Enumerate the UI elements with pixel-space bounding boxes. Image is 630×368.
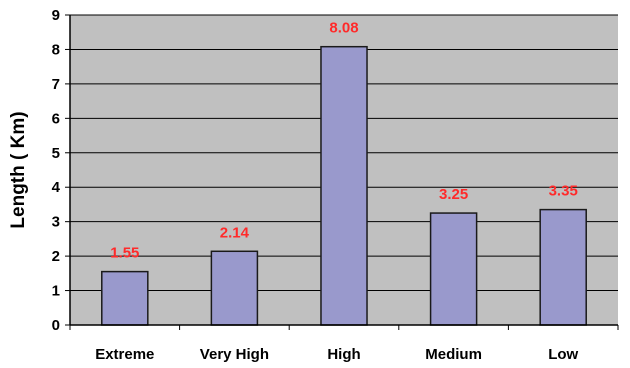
data-label: 2.14 xyxy=(220,224,250,241)
y-tick-label: 9 xyxy=(52,7,60,24)
x-category-labels: Extreme Very High High Medium Low xyxy=(69,325,619,363)
y-tick-label: 1 xyxy=(52,283,60,300)
axes xyxy=(69,15,618,326)
y-tick-label: 4 xyxy=(52,179,61,196)
y-tick-label: 0 xyxy=(52,317,60,334)
bar xyxy=(539,208,587,326)
y-tick-label: 8 xyxy=(52,41,60,58)
data-labels: 1.55 2.14 8.08 3.25 3.35 xyxy=(110,20,578,262)
y-tick-labels: 0 1 2 3 4 5 6 7 8 9 xyxy=(52,7,70,334)
bar xyxy=(101,270,149,326)
bar xyxy=(320,45,368,326)
x-category-label: Low xyxy=(548,346,578,363)
data-label: 3.35 xyxy=(549,183,578,200)
bar xyxy=(429,212,478,326)
y-tick-label: 2 xyxy=(52,248,60,265)
bars xyxy=(101,45,587,326)
x-category-label: High xyxy=(327,346,360,363)
bar xyxy=(210,250,259,326)
data-label: 1.55 xyxy=(110,245,139,262)
data-label: 3.25 xyxy=(439,186,468,203)
x-category-label: Extreme xyxy=(95,346,154,363)
y-tick-label: 5 xyxy=(52,145,60,162)
x-category-label: Very High xyxy=(200,346,269,363)
y-tick-label: 7 xyxy=(52,76,60,93)
x-category-label: Medium xyxy=(425,346,482,363)
data-label: 8.08 xyxy=(329,20,358,37)
y-tick-label: 6 xyxy=(52,110,60,127)
y-axis-title: Length ( Km) xyxy=(8,111,29,228)
y-tick-label: 3 xyxy=(52,214,60,231)
